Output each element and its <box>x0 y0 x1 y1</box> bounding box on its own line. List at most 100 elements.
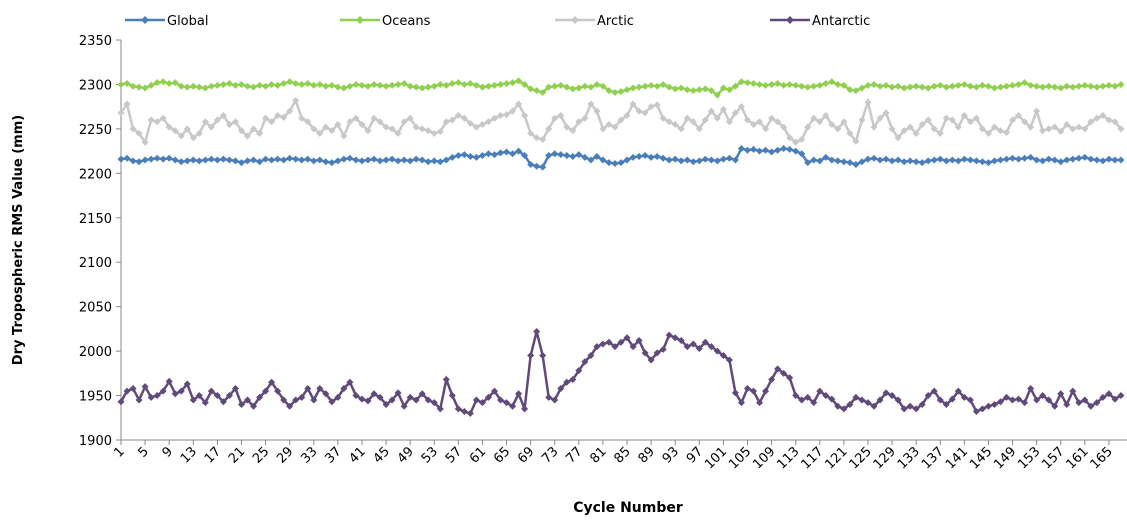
point-marker <box>677 125 685 133</box>
point-marker <box>840 81 848 89</box>
point-marker <box>876 82 884 90</box>
point-marker <box>581 82 589 90</box>
point-marker <box>695 125 703 133</box>
point-marker <box>521 152 529 160</box>
point-marker <box>322 82 330 90</box>
x-tick-label: 65 <box>491 444 513 466</box>
point-marker <box>581 153 589 161</box>
point-marker <box>430 129 438 137</box>
point-marker <box>334 157 342 165</box>
point-marker <box>984 402 992 410</box>
point-marker <box>515 100 523 108</box>
point-marker <box>448 153 456 161</box>
point-marker <box>436 405 444 413</box>
point-marker <box>1081 153 1089 161</box>
point-marker <box>183 125 191 133</box>
point-marker <box>792 81 800 89</box>
point-marker <box>581 358 589 366</box>
point-marker <box>478 399 486 407</box>
point-marker <box>551 82 559 90</box>
point-marker <box>370 155 378 163</box>
point-marker <box>509 107 517 115</box>
point-marker <box>256 81 264 89</box>
x-tick-label: 77 <box>563 444 585 466</box>
point-marker <box>984 159 992 167</box>
point-marker <box>762 81 770 89</box>
point-marker <box>725 118 733 126</box>
point-marker <box>804 159 812 167</box>
point-marker <box>804 393 812 401</box>
point-marker <box>641 109 649 117</box>
point-marker <box>972 83 980 91</box>
x-tick-label: 125 <box>847 444 875 472</box>
point-marker <box>1075 123 1083 131</box>
point-marker <box>388 155 396 163</box>
point-marker <box>707 156 715 164</box>
x-tick-label: 89 <box>636 444 658 466</box>
point-marker <box>936 129 944 137</box>
point-marker <box>1099 82 1107 90</box>
point-marker <box>1045 396 1053 404</box>
point-marker <box>605 120 613 128</box>
point-marker <box>659 80 667 88</box>
point-marker <box>1045 82 1053 90</box>
point-marker <box>719 84 727 92</box>
point-marker <box>268 378 276 386</box>
point-marker <box>418 84 426 92</box>
point-marker <box>225 156 233 164</box>
point-marker <box>563 123 571 131</box>
point-marker <box>382 123 390 131</box>
point-marker <box>912 405 920 413</box>
point-marker <box>292 155 300 163</box>
point-marker <box>376 81 384 89</box>
point-marker <box>960 80 968 88</box>
point-marker <box>219 80 227 88</box>
point-marker <box>472 396 480 404</box>
point-marker <box>882 81 890 89</box>
point-marker <box>141 383 149 391</box>
legend-label: Oceans <box>382 14 431 29</box>
point-marker <box>545 125 553 133</box>
point-marker <box>978 81 986 89</box>
point-marker <box>1069 125 1077 133</box>
point-marker <box>1081 396 1089 404</box>
point-marker <box>490 81 498 89</box>
x-tick-label: 21 <box>226 444 248 466</box>
x-tick-label: 1 <box>111 444 127 460</box>
point-marker <box>731 389 739 397</box>
point-marker <box>484 150 492 158</box>
point-marker <box>912 82 920 90</box>
point-marker <box>737 78 745 86</box>
point-marker <box>448 80 456 88</box>
point-marker <box>123 387 131 395</box>
point-marker <box>123 154 131 162</box>
point-marker <box>442 81 450 89</box>
point-marker <box>822 153 830 161</box>
point-marker <box>147 393 155 401</box>
point-marker <box>840 158 848 166</box>
point-marker <box>671 120 679 128</box>
point-marker <box>1087 402 1095 410</box>
point-marker <box>575 84 583 92</box>
point-marker <box>906 402 914 410</box>
point-marker <box>424 396 432 404</box>
point-marker <box>918 400 926 408</box>
point-marker <box>599 340 607 348</box>
point-marker <box>677 157 685 165</box>
point-marker <box>1111 156 1119 164</box>
point-marker <box>1063 82 1071 90</box>
x-tick-label: 133 <box>895 444 923 472</box>
point-marker <box>280 396 288 404</box>
point-marker <box>816 81 824 89</box>
point-marker <box>954 387 962 395</box>
point-marker <box>804 123 812 131</box>
point-marker <box>743 146 751 154</box>
point-marker <box>918 159 926 167</box>
point-marker <box>460 80 468 88</box>
point-marker <box>1099 112 1107 120</box>
point-marker <box>207 155 215 163</box>
point-marker <box>262 114 270 122</box>
point-marker <box>503 148 511 156</box>
point-marker <box>1051 402 1059 410</box>
point-marker <box>762 146 770 154</box>
